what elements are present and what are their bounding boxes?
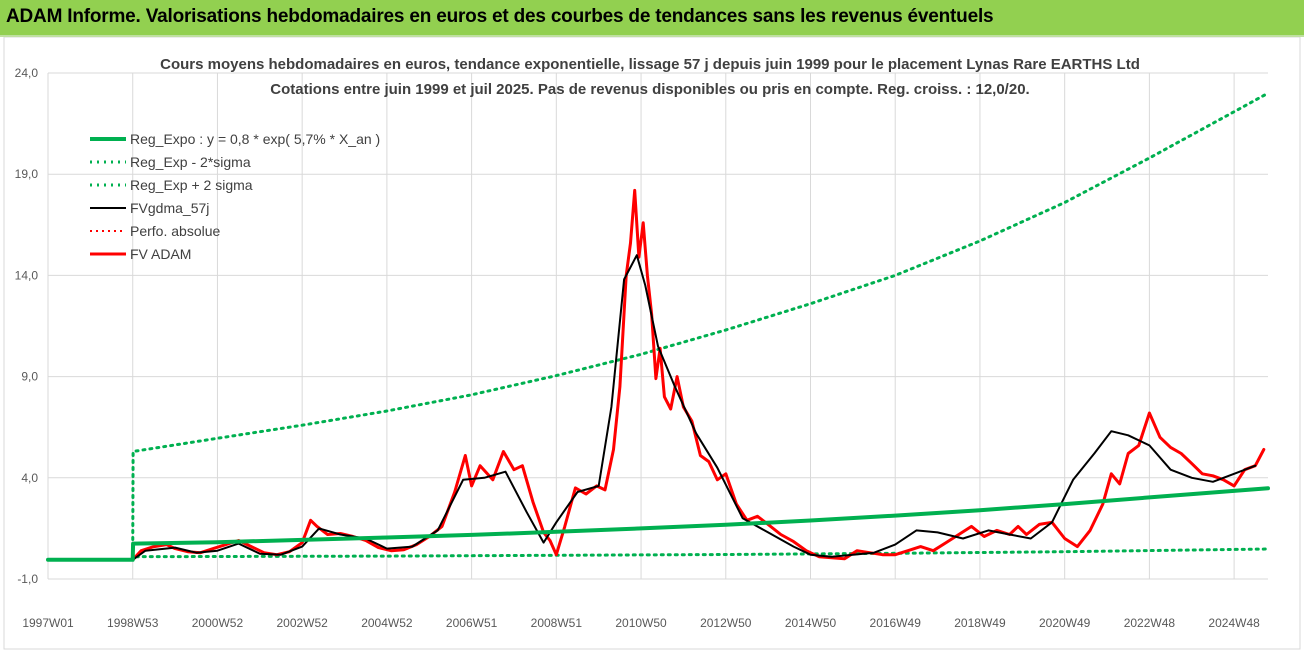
grid — [47, 72, 1268, 580]
legend: Reg_Expo : y = 0,8 * exp( 5,7% * X_an ) R… — [90, 131, 380, 262]
series-line-fv-adam — [46, 188, 1266, 562]
legend-entry: Reg_Expo : y = 0,8 * exp( 5,7% * X_an ) — [130, 131, 380, 147]
y-tick-label: 19,0 — [15, 167, 39, 181]
x-tick-label: 1998W53 — [107, 616, 159, 630]
plot-area — [46, 91, 1270, 562]
x-tick-label: 2022W48 — [1124, 616, 1176, 630]
x-tick-label: 2024W48 — [1208, 616, 1260, 630]
chart: -1,0 4,0 9,0 14,0 19,0 24,0 1997W01 1998W53 200… — [3, 36, 1301, 650]
y-tick-label: -1,0 — [17, 572, 38, 586]
series-line-reg-exp-2-sigma — [46, 91, 1270, 562]
x-tick-label: 2004W52 — [361, 616, 413, 630]
series-line-reg-expo-y-0-8-exp-5-7-x-an — [46, 486, 1270, 562]
x-tick-label: 2014W50 — [785, 616, 837, 630]
x-tick-label: 2008W51 — [531, 616, 583, 630]
y-tick-label: 4,0 — [21, 471, 38, 485]
x-tick-label: 2012W50 — [700, 616, 752, 630]
banner-title: ADAM Informe. Valorisations hebdomadaire… — [6, 6, 994, 27]
x-tick-label: 1997W01 — [22, 616, 74, 630]
chart-subtitle: Cotations entre juin 1999 et juil 2025. … — [270, 81, 1029, 98]
chart-title: Cours moyens hebdomadaires en euros, ten… — [160, 56, 1140, 73]
legend-entry: Reg_Exp + 2 sigma — [130, 177, 253, 193]
x-tick-label: 2006W51 — [446, 616, 498, 630]
x-axis: 1997W01 1998W53 2000W52 2002W52 2004W52 2006W… — [22, 616, 1260, 630]
y-tick-label: 9,0 — [21, 370, 38, 384]
y-axis: -1,0 4,0 9,0 14,0 19,0 24,0 — [15, 66, 39, 586]
legend-entry: FV ADAM — [130, 246, 191, 262]
x-tick-label: 2002W52 — [276, 616, 328, 630]
banner: ADAM Informe. Valorisations hebdomadaire… — [0, 0, 1304, 37]
x-tick-label: 2020W49 — [1039, 616, 1091, 630]
legend-entry: Reg_Exp - 2*sigma — [130, 154, 251, 170]
x-tick-label: 2018W49 — [954, 616, 1006, 630]
y-tick-label: 24,0 — [15, 66, 39, 80]
y-tick-label: 14,0 — [15, 268, 39, 282]
chart-frame: -1,0 4,0 9,0 14,0 19,0 24,0 1997W01 1998W53 200… — [0, 36, 1304, 652]
legend-entry: Perfo. absolue — [130, 223, 220, 239]
x-tick-label: 2000W52 — [192, 616, 244, 630]
x-tick-label: 2010W50 — [615, 616, 667, 630]
legend-entry: FVgdma_57j — [130, 200, 209, 216]
x-tick-label: 2016W49 — [870, 616, 922, 630]
